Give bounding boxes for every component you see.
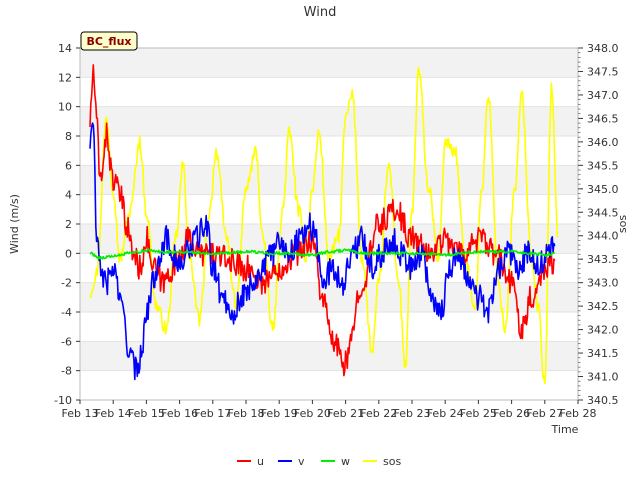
x-tick-label: Feb 15 <box>128 407 165 420</box>
y2-tick-label: 346.0 <box>587 136 619 149</box>
y2-tick-label: 343.5 <box>587 253 619 266</box>
x-tick-label: Feb 26 <box>493 407 530 420</box>
chart-title: Wind <box>304 5 337 20</box>
x-tick-label: Feb 17 <box>194 407 231 420</box>
legend-label-u: u <box>257 455 264 468</box>
x-tick-label: Feb 23 <box>394 407 431 420</box>
y-tick-label: -10 <box>54 394 72 407</box>
y2-tick-label: 344.0 <box>587 230 619 243</box>
plot-band <box>80 370 578 400</box>
x-tick-label: Feb 14 <box>95 407 132 420</box>
x-tick-label: Feb 21 <box>327 407 364 420</box>
plot-band <box>80 165 578 195</box>
y-tick-label: 12 <box>58 71 72 84</box>
plot-band <box>80 48 578 78</box>
x-tick-label: Feb 28 <box>560 407 597 420</box>
plot-band <box>80 341 578 371</box>
y2-axis-label: sos <box>616 215 629 233</box>
x-tick-label: Feb 25 <box>460 407 497 420</box>
legend-label-v: v <box>298 455 305 468</box>
y2-tick-label: 344.5 <box>587 206 619 219</box>
y2-tick-label: 346.5 <box>587 112 619 125</box>
y2-tick-label: 345.0 <box>587 183 619 196</box>
y-tick-label: 6 <box>65 159 72 172</box>
y-tick-label: 8 <box>65 130 72 143</box>
x-tick-label: Feb 22 <box>360 407 397 420</box>
series-line-w <box>89 248 556 260</box>
legend-label-sos: sos <box>383 455 401 468</box>
y-tick-label: 0 <box>65 247 72 260</box>
badge-label: BC_flux <box>86 35 131 48</box>
plot-band <box>80 194 578 224</box>
series-line-sos <box>89 66 559 385</box>
series-line-u <box>89 64 556 377</box>
y2-tick-label: 342.0 <box>587 324 619 337</box>
y2-tick-label: 341.5 <box>587 347 619 360</box>
plot-band <box>80 224 578 254</box>
series-line-v <box>89 122 556 381</box>
y2-tick-label: 348.0 <box>587 42 619 55</box>
x-tick-label: Feb 16 <box>161 407 198 420</box>
x-tick-label: Feb 24 <box>427 407 464 420</box>
legend-label-w: w <box>341 455 350 468</box>
y-tick-label: -4 <box>61 306 72 319</box>
plot-band <box>80 136 578 166</box>
y-tick-label: 10 <box>58 101 72 114</box>
x-tick-label: Feb 13 <box>62 407 99 420</box>
plot-band <box>80 106 578 136</box>
y-tick-label: -2 <box>61 277 72 290</box>
axes: -10 -8 -6 -4 -2 0 2 4 6 8 10 12 14 340.5 341.0 341.5 342… <box>54 42 618 420</box>
y2-tick-label: 347.5 <box>587 65 619 78</box>
y2-tick-label: 341.0 <box>587 371 619 384</box>
badge: BC_flux <box>80 31 138 51</box>
x-tick-label: Feb 18 <box>228 407 265 420</box>
legend: u v w sos <box>237 455 401 468</box>
y2-tick-label: 347.0 <box>587 89 619 102</box>
x-tick-label: Feb 20 <box>294 407 331 420</box>
y2-tick-label: 342.5 <box>587 300 619 313</box>
plot-band <box>80 77 578 107</box>
y-tick-label: -8 <box>61 365 72 378</box>
y2-tick-label: 343.0 <box>587 277 619 290</box>
y2-tick-label: 345.5 <box>587 159 619 172</box>
y2-tick-label: 340.5 <box>587 394 619 407</box>
x-tick-label: Feb 27 <box>526 407 563 420</box>
y-tick-label: -6 <box>61 335 72 348</box>
y-tick-label: 2 <box>65 218 72 231</box>
y-tick-label: 14 <box>58 42 72 55</box>
y-tick-label: 4 <box>65 189 72 202</box>
series-layer <box>89 64 559 385</box>
y-axis-label: Wind (m/s) <box>8 194 21 254</box>
x-tick-label: Feb 19 <box>261 407 298 420</box>
x-axis-label: Time <box>551 423 579 436</box>
badge-box <box>80 31 138 51</box>
